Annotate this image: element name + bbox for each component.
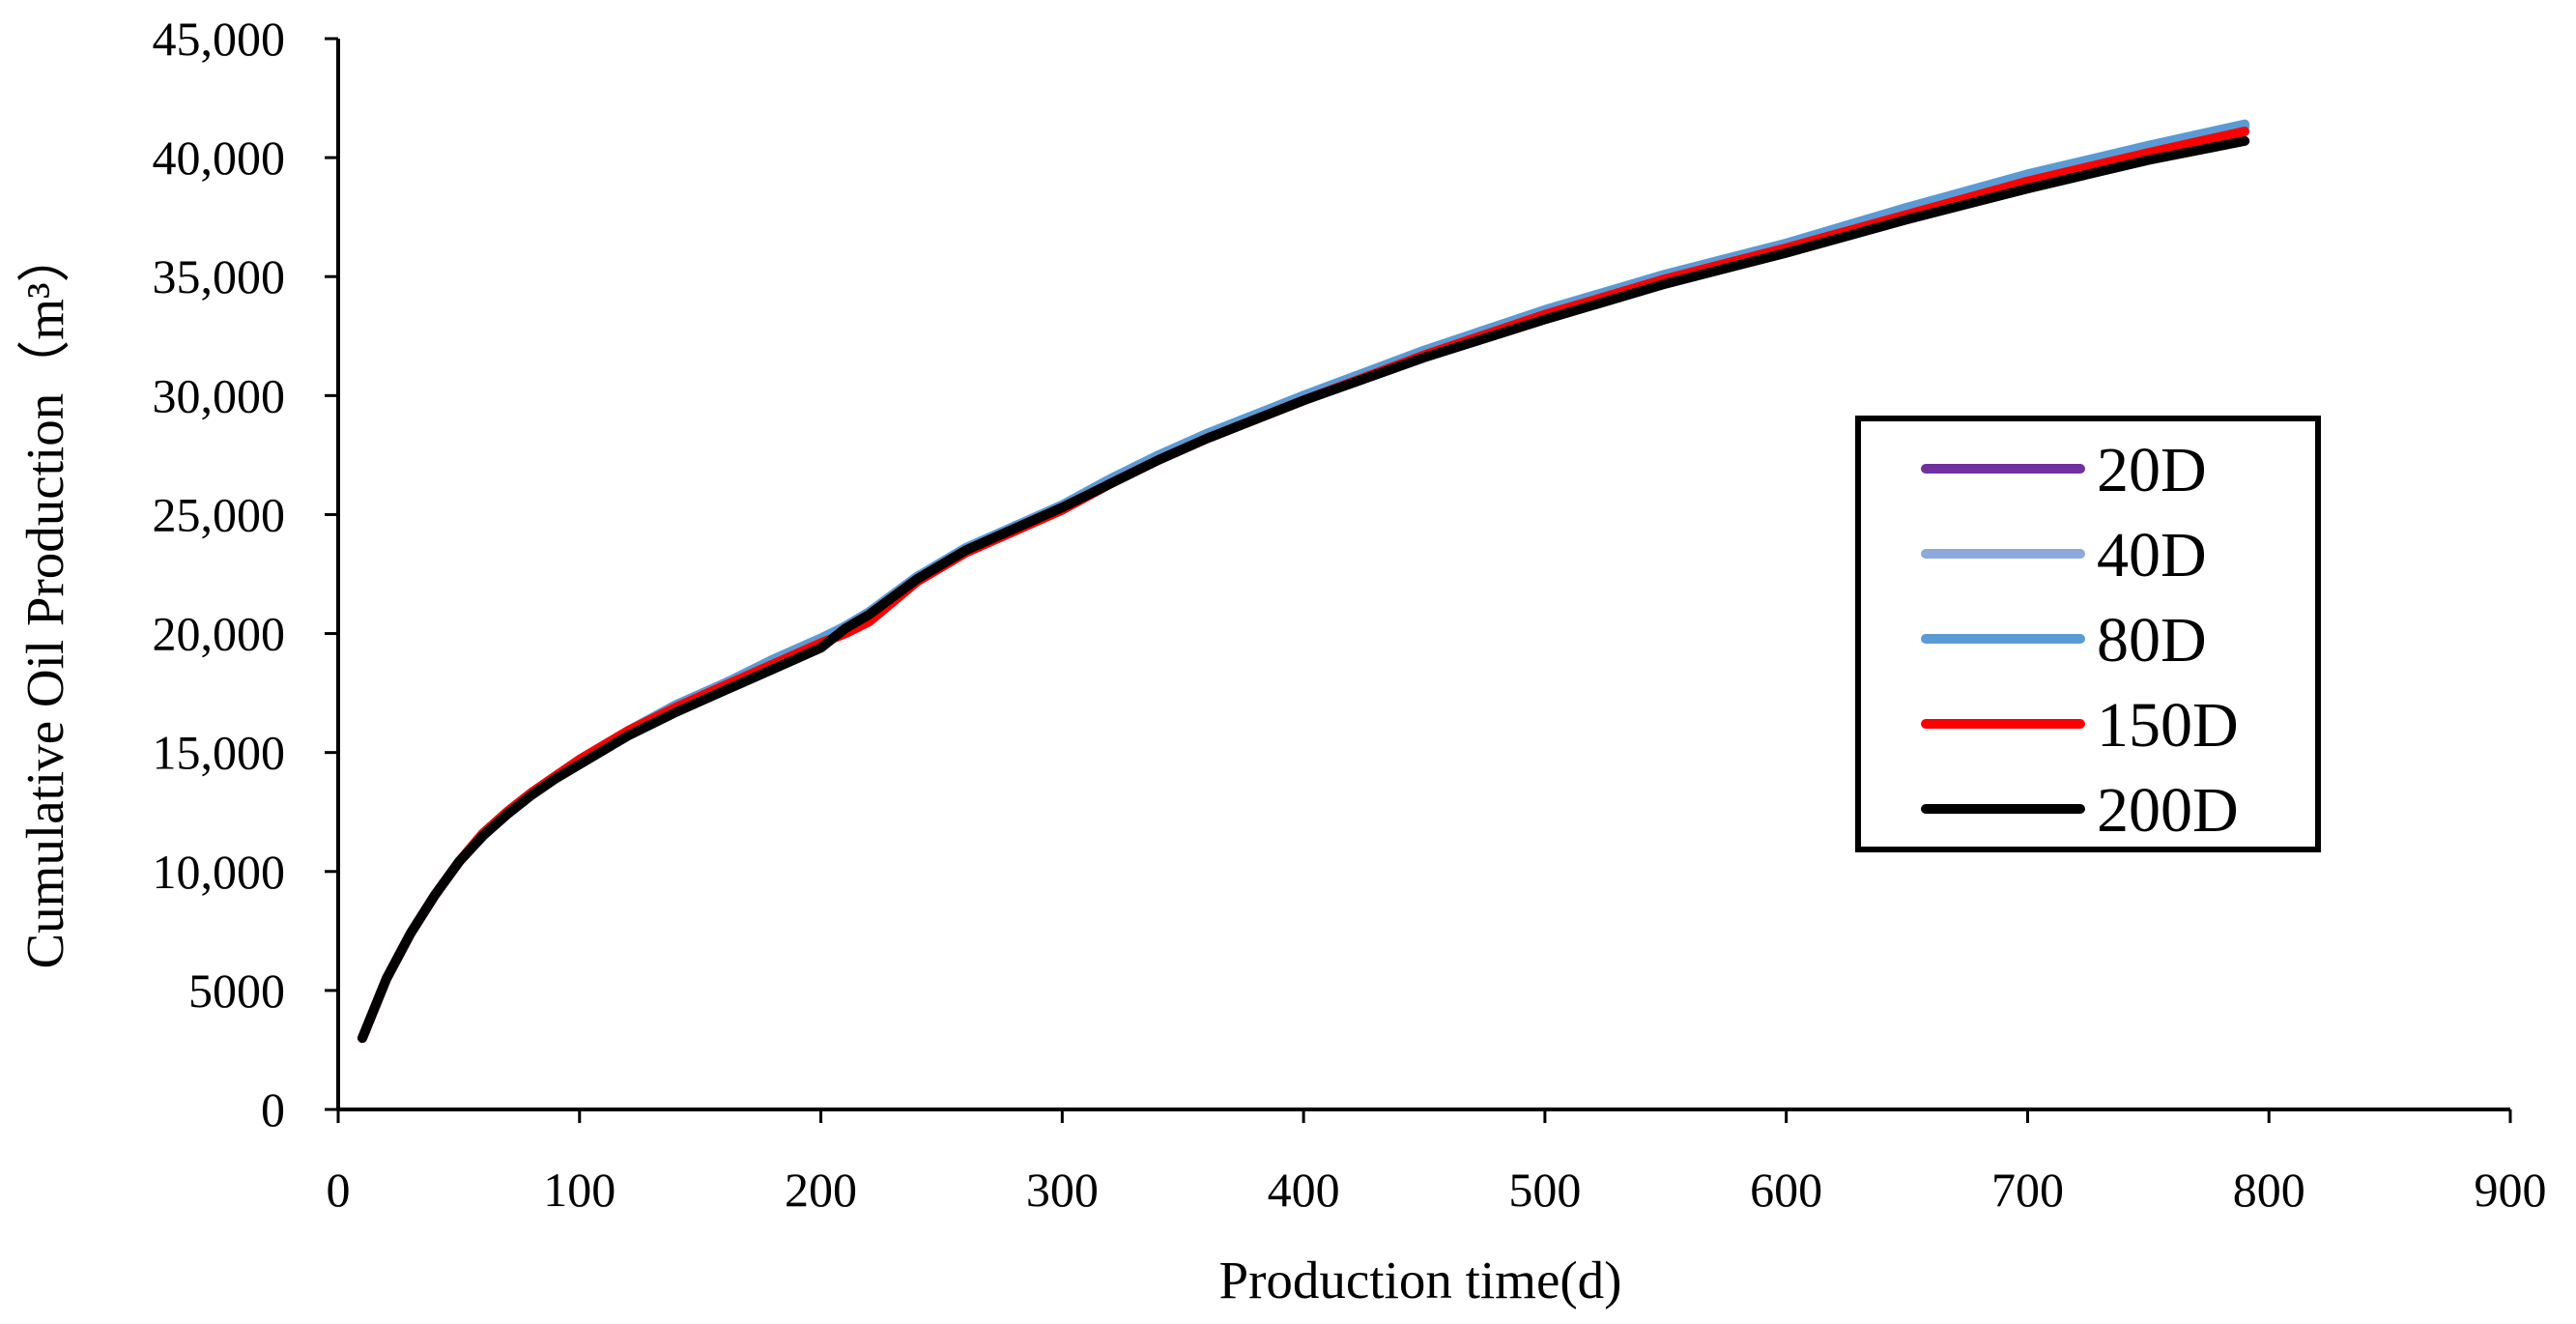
y-axis-title: Cumulative Oil Production（m³） [15,229,74,968]
x-tick-label: 900 [2475,1163,2547,1217]
y-tick-label: 20,000 [153,607,286,661]
y-axis-ticks: 0 5000 10,000 15,000 20,000 25,000 30,000 35,00… [153,12,338,1137]
plot-lines [358,119,2250,1044]
y-tick-label: 5000 [188,964,285,1018]
legend-label-20d: 20D [2097,435,2207,505]
y-tick-label: 25,000 [153,487,286,541]
x-tick-label: 200 [785,1163,857,1217]
x-tick-label: 700 [1991,1163,2064,1217]
x-tick-label: 500 [1508,1163,1581,1217]
y-tick-label: 30,000 [153,368,286,422]
legend-label-200d: 200D [2097,775,2239,846]
x-tick-label: 600 [1750,1163,1822,1217]
x-axis-ticks: 0 100 200 300 400 500 600 700 800 900 [327,1109,2547,1217]
y-tick-label: 10,000 [153,845,286,899]
series-line-200d [358,135,2250,1044]
x-tick-label: 0 [327,1163,351,1217]
x-tick-label: 100 [543,1163,615,1217]
y-tick-label: 15,000 [153,726,286,780]
x-tick-label: 300 [1026,1163,1099,1217]
legend-label-150d: 150D [2097,690,2239,761]
legend-label-80d: 80D [2097,605,2207,676]
x-axis-title: Production time(d) [1218,1251,1621,1310]
x-tick-label: 800 [2233,1163,2305,1217]
y-tick-label: 45,000 [153,12,286,66]
y-tick-label: 40,000 [153,130,286,185]
legend-label-40d: 40D [2097,520,2207,590]
x-tick-label: 400 [1268,1163,1340,1217]
legend: 20D 40D 80D 150D 200D [1855,416,2321,852]
axes [336,39,2510,1111]
y-tick-label: 0 [261,1082,285,1137]
y-tick-label: 35,000 [153,249,286,303]
